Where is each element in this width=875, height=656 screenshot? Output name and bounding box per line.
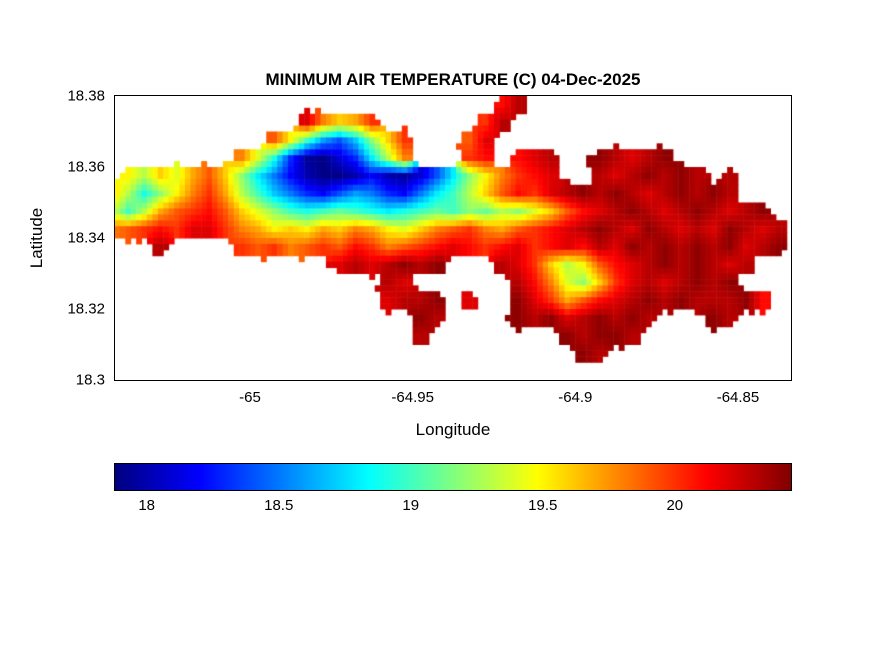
x-axis-label: Longitude — [415, 420, 491, 439]
x-tick-label: -64.85 — [716, 389, 760, 406]
y-tick-label: 18.3 — [75, 371, 105, 389]
colorbar-tick-label: 20 — [666, 497, 684, 514]
y-tick-label: 18.34 — [67, 229, 105, 247]
colorbar-tick-label: 19 — [402, 497, 420, 514]
colorbar-tick-label: 18 — [138, 497, 156, 514]
y-tick-label: 18.32 — [67, 300, 105, 318]
plot-area — [114, 95, 792, 381]
colorbar — [114, 463, 792, 491]
colorbar-tick-label: 19.5 — [528, 497, 558, 514]
x-tick-label: -64.95 — [391, 389, 434, 406]
y-tick-label: 18.36 — [67, 158, 105, 176]
heatmap-canvas — [115, 96, 791, 380]
x-tick-label: -64.9 — [558, 389, 593, 406]
y-tick-label: 18.38 — [67, 87, 105, 105]
x-tick-label: -65 — [239, 389, 261, 406]
colorbar-tick-label: 18.5 — [264, 497, 294, 514]
figure-title: MINIMUM AIR TEMPERATURE (C) 04-Dec-2025 — [265, 70, 641, 89]
